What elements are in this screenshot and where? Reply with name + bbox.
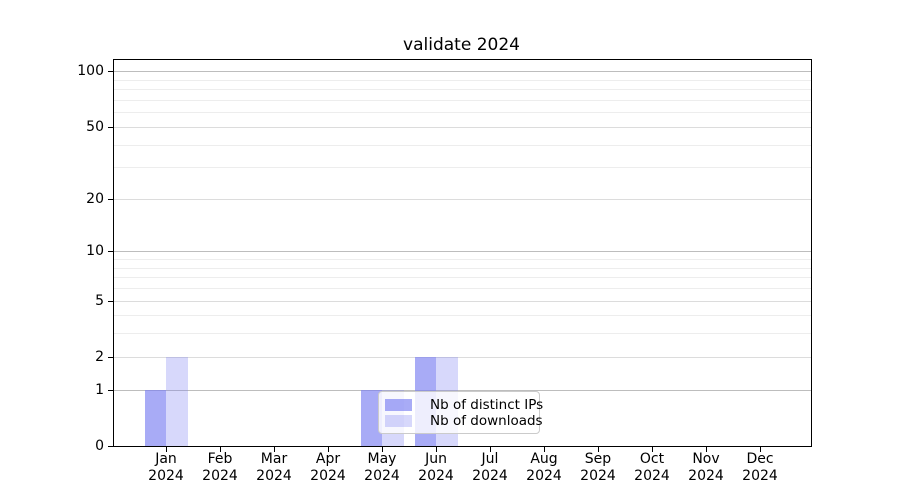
plot-area bbox=[113, 59, 812, 447]
x-tick-label: Mar 2024 bbox=[256, 451, 292, 484]
y-tick-mark bbox=[108, 251, 113, 253]
y-gridline bbox=[114, 99, 811, 101]
x-tick-mark bbox=[166, 447, 167, 452]
x-tick-mark bbox=[544, 447, 545, 452]
y-tick-label: 100 bbox=[77, 63, 104, 80]
y-tick-mark bbox=[108, 389, 113, 391]
legend-item-distinct-ips: Nb of distinct IPs bbox=[385, 397, 543, 413]
x-tick-mark bbox=[652, 447, 653, 452]
x-tick-mark bbox=[760, 447, 761, 452]
y-tick-mark bbox=[108, 198, 113, 200]
legend-swatch-downloads-icon bbox=[385, 415, 412, 427]
bar-downloads bbox=[166, 356, 188, 446]
y-gridline bbox=[114, 389, 811, 391]
chart-title: validate 2024 bbox=[403, 35, 520, 55]
y-gridline bbox=[114, 315, 811, 317]
y-gridline bbox=[114, 333, 811, 335]
x-tick-mark bbox=[220, 447, 221, 452]
y-gridline bbox=[114, 356, 811, 358]
y-gridline bbox=[114, 79, 811, 81]
y-tick-label: 5 bbox=[95, 292, 104, 309]
y-tick-mark bbox=[108, 71, 113, 73]
x-tick-label: Nov 2024 bbox=[688, 451, 724, 484]
y-gridline bbox=[114, 126, 811, 128]
x-tick-mark bbox=[436, 447, 437, 452]
legend-label-distinct-ips: Nb of distinct IPs bbox=[430, 397, 544, 413]
x-tick-label: Apr 2024 bbox=[310, 451, 346, 484]
y-tick-mark bbox=[108, 356, 113, 358]
y-tick-label: 20 bbox=[86, 190, 104, 207]
y-gridline bbox=[114, 277, 811, 279]
x-tick-mark bbox=[706, 447, 707, 452]
x-tick-mark bbox=[490, 447, 491, 452]
y-gridline bbox=[114, 251, 811, 253]
x-tick-mark bbox=[598, 447, 599, 452]
x-tick-mark bbox=[328, 447, 329, 452]
x-tick-label: Jul 2024 bbox=[472, 451, 508, 484]
x-tick-mark bbox=[274, 447, 275, 452]
x-tick-label: Dec 2024 bbox=[742, 451, 778, 484]
y-gridline bbox=[114, 300, 811, 302]
y-gridline bbox=[114, 267, 811, 269]
legend: Nb of distinct IPs Nb of downloads bbox=[378, 391, 543, 434]
y-tick-label: 0 bbox=[95, 438, 104, 454]
y-gridline bbox=[114, 112, 811, 114]
x-tick-label: Feb 2024 bbox=[202, 451, 238, 484]
y-gridline bbox=[114, 167, 811, 169]
x-tick-mark bbox=[382, 447, 383, 452]
y-tick-mark bbox=[108, 126, 113, 128]
x-tick-label: Oct 2024 bbox=[634, 451, 670, 484]
y-tick-label: 10 bbox=[86, 243, 104, 260]
x-tick-label: Jun 2024 bbox=[418, 451, 454, 484]
y-tick-mark bbox=[108, 446, 113, 447]
x-tick-label: May 2024 bbox=[364, 451, 400, 484]
x-tick-label: Sep 2024 bbox=[580, 451, 616, 484]
y-tick-label: 2 bbox=[95, 348, 104, 365]
bar-distinct-ips bbox=[360, 389, 382, 446]
legend-swatch-distinct-ips-icon bbox=[385, 399, 412, 411]
y-tick-label: 1 bbox=[95, 381, 104, 398]
legend-item-downloads: Nb of downloads bbox=[385, 413, 543, 429]
y-gridline bbox=[114, 288, 811, 289]
x-tick-label: Jan 2024 bbox=[148, 451, 184, 484]
bar-distinct-ips bbox=[144, 389, 166, 446]
y-gridline bbox=[114, 71, 811, 73]
y-gridline bbox=[114, 144, 811, 146]
y-gridline bbox=[114, 198, 811, 200]
y-tick-mark bbox=[108, 300, 113, 302]
x-tick-label: Aug 2024 bbox=[526, 451, 562, 484]
y-gridline bbox=[114, 259, 811, 260]
y-gridline bbox=[114, 89, 811, 91]
y-tick-label: 50 bbox=[86, 118, 104, 135]
legend-label-downloads: Nb of downloads bbox=[430, 413, 543, 429]
